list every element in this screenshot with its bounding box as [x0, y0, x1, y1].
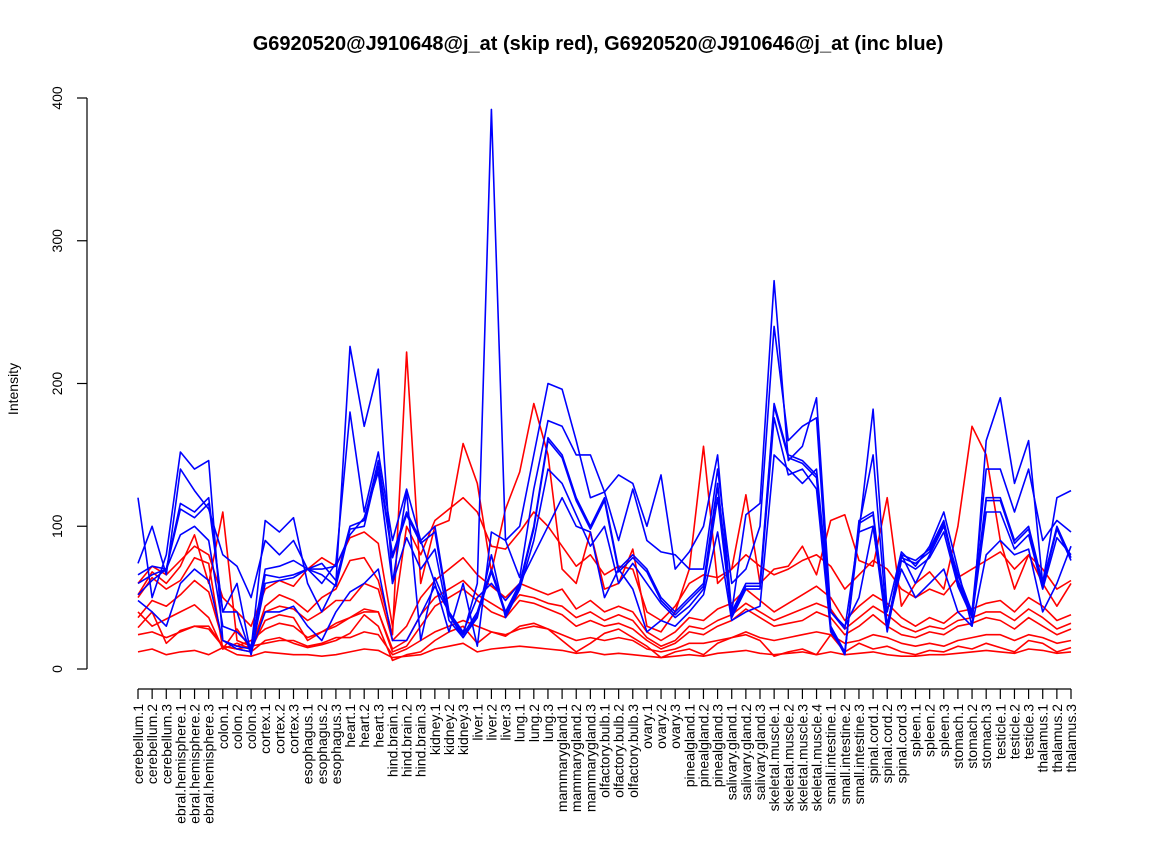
x-tick-label: ovary.2	[653, 704, 669, 749]
x-tick-label: spleen.1	[908, 704, 924, 757]
x-tick-label: esophagus.1	[300, 704, 316, 784]
x-tick-label: ebral.hemisphere.2	[187, 704, 203, 824]
x-tick-label: liver.3	[498, 704, 514, 741]
x-tick-label: heart.2	[356, 704, 372, 748]
x-tick-label: heart.1	[342, 704, 358, 748]
x-tick-label: stomach.1	[950, 704, 966, 769]
x-tick-label: mammarygland.2	[568, 704, 584, 812]
x-tick-label: spleen.3	[936, 704, 952, 757]
y-tick-label: 200	[49, 372, 65, 396]
x-tick-label: cortex.1	[257, 704, 273, 754]
x-tick-label: kidney.1	[427, 704, 443, 755]
x-tick-label: lung.2	[526, 704, 542, 742]
x-tick-label: testicle.2	[1006, 704, 1022, 759]
x-tick-label: cortex.2	[271, 704, 287, 754]
x-tick-label: spinal.cord.2	[879, 704, 895, 784]
x-tick-label: lung.1	[512, 704, 528, 742]
x-tick-label: mammarygland.1	[554, 704, 570, 812]
x-tick-label: thalamus.2	[1049, 704, 1065, 773]
series-line-red-4	[137, 511, 1072, 648]
x-tick-label: spleen.2	[922, 704, 938, 757]
x-tick-label: salivary.gland.3	[752, 704, 768, 800]
x-tick-label: thalamus.3	[1063, 704, 1079, 773]
x-tick-label: cerebellum.2	[144, 704, 160, 784]
x-tick-label: olfactory.bulb.3	[625, 704, 641, 798]
x-tick-label: esophagus.3	[328, 704, 344, 784]
x-tick-label: testicle.1	[992, 704, 1008, 759]
series-line-blue-10	[137, 325, 1072, 653]
x-tick-label: skeletal.muscle.3	[794, 704, 810, 812]
x-tick-label: liver.1	[469, 704, 485, 741]
y-tick-label: 300	[49, 229, 65, 253]
x-axis: cerebellum.1cerebellum.2cerebellum.3ebra…	[130, 688, 1079, 824]
x-tick-label: hind.brain.1	[384, 704, 400, 777]
x-tick-label: esophagus.2	[314, 704, 330, 784]
x-tick-label: olfactory.bulb.1	[597, 704, 613, 798]
x-tick-label: pinealgland.2	[695, 704, 711, 788]
x-tick-label: salivary.gland.1	[724, 704, 740, 800]
x-tick-label: salivary.gland.2	[738, 704, 754, 800]
x-tick-label: olfactory.bulb.2	[611, 704, 627, 798]
y-tick-label: 100	[49, 514, 65, 538]
x-tick-label: testicle.3	[1021, 704, 1037, 759]
x-tick-label: kidney.3	[455, 704, 471, 755]
chart-title: G6920520@J910648@j_at (skip red), G69205…	[253, 33, 944, 55]
x-tick-label: heart.3	[370, 704, 386, 748]
x-tick-label: spinal.cord.3	[893, 704, 909, 784]
series-layer	[137, 108, 1072, 662]
series-line-blue-13	[137, 454, 1072, 653]
x-tick-label: cortex.3	[286, 704, 302, 754]
series-line-blue-14	[137, 416, 1072, 653]
x-tick-label: pinealgland.1	[681, 704, 697, 788]
x-tick-label: cerebellum.3	[158, 704, 174, 784]
y-tick-label: 0	[49, 665, 65, 673]
series-line-red-1	[137, 611, 1072, 662]
y-tick-label: 400	[49, 86, 65, 110]
x-tick-label: hind.brain.2	[399, 704, 415, 777]
x-tick-label: thalamus.1	[1035, 704, 1051, 773]
y-axis-label: Intensity	[5, 363, 21, 415]
x-tick-label: lung.3	[540, 704, 556, 742]
x-tick-label: hind.brain.3	[413, 704, 429, 777]
x-tick-label: stomach.3	[978, 704, 994, 769]
x-tick-label: colon.2	[229, 704, 245, 749]
series-line-blue-12	[137, 405, 1072, 656]
x-tick-label: colon.3	[243, 704, 259, 749]
x-tick-label: ebral.hemisphere.1	[172, 704, 188, 824]
x-tick-label: pinealgland.3	[710, 704, 726, 788]
x-tick-label: liver.2	[483, 704, 499, 741]
series-line-red-5	[137, 579, 1072, 650]
series-line-red-8	[137, 619, 1072, 656]
series-line-blue-11	[137, 402, 1072, 656]
x-tick-label: stomach.2	[964, 704, 980, 769]
x-tick-label: mammarygland.3	[582, 704, 598, 812]
x-tick-label: skeletal.muscle.1	[766, 704, 782, 812]
x-tick-label: small.intestine.2	[837, 704, 853, 805]
x-tick-label: kidney.2	[441, 704, 457, 755]
x-tick-label: ebral.hemisphere.3	[201, 704, 217, 824]
x-tick-label: skeletal.muscle.4	[809, 704, 825, 812]
x-tick-label: cerebellum.1	[130, 704, 146, 784]
x-tick-label: ovary.3	[667, 704, 683, 749]
x-tick-label: colon.1	[215, 704, 231, 749]
x-tick-label: small.intestine.3	[851, 704, 867, 805]
series-line-red-2	[137, 642, 1072, 659]
series-line-blue-9	[137, 108, 1072, 650]
y-axis: 0 100 200 300 400	[49, 86, 88, 673]
x-tick-label: ovary.1	[639, 704, 655, 749]
x-tick-label: spinal.cord.1	[865, 704, 881, 784]
series-line-red-3	[137, 579, 1072, 653]
x-tick-label: small.intestine.1	[823, 704, 839, 805]
x-tick-label: skeletal.muscle.2	[780, 704, 796, 812]
